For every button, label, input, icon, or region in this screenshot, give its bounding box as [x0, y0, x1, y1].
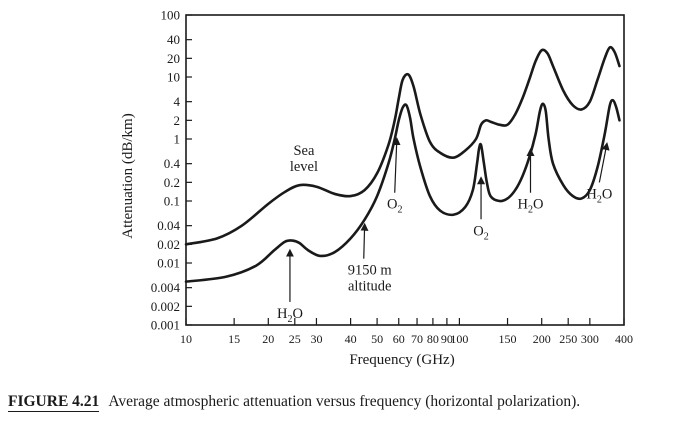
x-tick-label: 200 [533, 332, 551, 346]
x-tick-label: 400 [615, 332, 633, 346]
annotation-o2-60: O2 [387, 137, 402, 216]
series-line-9150m-altitude [184, 98, 621, 283]
y-tick-label: 0.02 [157, 237, 180, 252]
x-tick-label: 250 [559, 332, 577, 346]
y-tick-label: 0.1 [164, 194, 180, 209]
annotation-text: altitude [348, 279, 392, 295]
y-tick-label: 4 [174, 94, 181, 109]
x-tick-label: 300 [581, 332, 599, 346]
molecule-label: O2 [473, 223, 488, 242]
molecule-label: H2O [277, 306, 303, 325]
y-tick-label: 0.004 [151, 280, 181, 295]
x-tick-label: 10 [180, 332, 192, 346]
x-tick-label: 70 [411, 332, 423, 346]
annotation-h2o-325: H2O [586, 142, 612, 205]
annotation-o2-118: O2 [473, 176, 489, 242]
x-tick-label: 60 [393, 332, 405, 346]
y-axis-label: Attenuation (dB/km) [120, 113, 136, 238]
x-tick-label: 15 [228, 332, 240, 346]
caption-text: Average atmospheric attenuation versus f… [108, 393, 581, 410]
molecule-label: H2O [586, 186, 612, 205]
y-tick-label: 10 [167, 70, 180, 85]
plot-frame [185, 14, 625, 326]
x-tick-label: 25 [289, 332, 301, 346]
y-tick-label: 0.04 [157, 218, 180, 233]
x-tick-label: 30 [310, 332, 322, 346]
y-tick-label: 100 [161, 8, 181, 23]
y-tick-label: 1 [174, 132, 181, 147]
y-tick-label: 0.2 [164, 175, 180, 190]
x-tick-label: 80 [427, 332, 439, 346]
x-axis-label: Frequency (GHz) [349, 352, 454, 368]
y-tick-label: 40 [167, 32, 180, 47]
annotation-h2o-183: H2O [518, 148, 544, 216]
annotation-arrow [360, 222, 369, 259]
annotation-text: Sea [293, 143, 315, 159]
annotation-text: level [290, 159, 318, 175]
figure-caption: FIGURE 4.21 Average atmospheric attenuat… [8, 393, 683, 412]
annotation-arrow [392, 137, 401, 193]
molecule-label: H2O [518, 197, 544, 216]
y-tick-label: 0.4 [164, 156, 181, 171]
x-tick-label: 20 [262, 332, 274, 346]
x-tick-label: 50 [371, 332, 383, 346]
x-tick-label: 150 [499, 332, 517, 346]
series-line-sea-level [184, 45, 621, 246]
y-tick-label: 0.01 [157, 256, 180, 271]
y-tick-label: 0.001 [151, 318, 180, 333]
y-tick-label: 20 [167, 51, 180, 66]
annotation-text: 9150 m [348, 263, 393, 279]
y-tick-label: 2 [174, 113, 181, 128]
annotation-arrow [598, 142, 610, 183]
annotation-h2o-22: H2O [277, 248, 303, 325]
x-tick-label: 100 [450, 332, 468, 346]
x-tick-label: 40 [345, 332, 357, 346]
y-tick-label: 0.002 [151, 299, 180, 314]
x-tick-label: 90 [441, 332, 453, 346]
caption-label: FIGURE 4.21 [8, 393, 100, 412]
molecule-label: O2 [387, 197, 402, 216]
